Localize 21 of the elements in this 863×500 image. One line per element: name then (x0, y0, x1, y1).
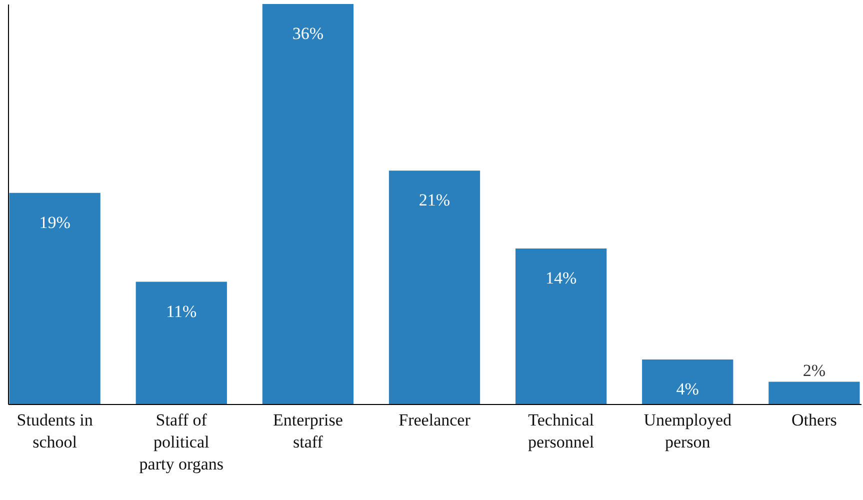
x-tick-label: Others (792, 410, 837, 430)
x-tick-label: Freelancer (398, 410, 471, 430)
bar (388, 170, 480, 404)
x-tick-label: Unemployed person (644, 410, 732, 452)
bar (9, 192, 100, 404)
data-label: 11% (166, 302, 197, 321)
x-tick-label: Staff of political party organs (139, 410, 224, 474)
data-label: 36% (292, 24, 324, 43)
x-tick-label: Students in school (16, 410, 94, 452)
bar (262, 4, 354, 404)
bar (136, 282, 227, 404)
data-label: 19% (39, 212, 70, 232)
bar (515, 248, 607, 404)
bar (642, 360, 734, 404)
data-label: 21% (418, 190, 450, 210)
bar (768, 382, 860, 404)
data-label: 14% (545, 268, 577, 288)
x-tick-label: Enterprise staff (273, 410, 343, 452)
data-label: 4% (676, 380, 699, 399)
data-label: 2% (802, 360, 826, 380)
x-tick-label: Technical personnel (528, 410, 594, 452)
